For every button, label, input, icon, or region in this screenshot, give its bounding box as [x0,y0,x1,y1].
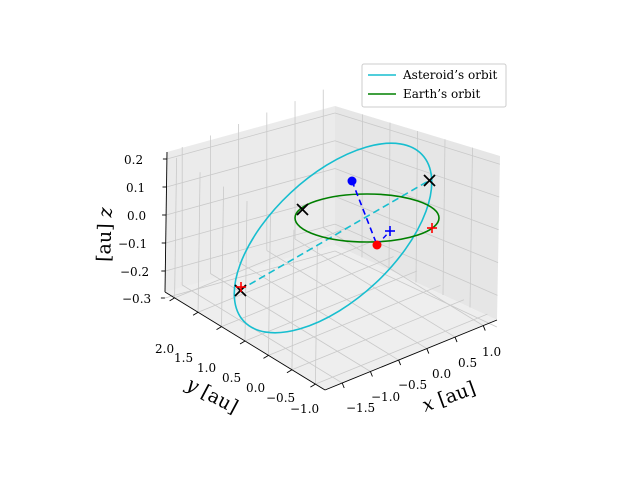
y-tick-label: 0.5 [222,371,241,385]
gridline [181,284,343,384]
y-tick-mark [286,369,293,374]
gridline [315,313,488,385]
gridline [323,227,484,326]
gridline [315,244,318,385]
legend-earth-label: Earth’s orbit [403,87,480,101]
y-tick-label: −0.5 [266,391,295,405]
x-tick-mark [454,336,458,343]
y-tick-label: 1.0 [197,361,216,375]
x-tick-label: 1.0 [482,345,501,359]
y-tick-label: 1.5 [174,351,193,365]
node-marker [296,203,309,216]
x-ticks: −1.5 −1.0 −0.5 0.0 0.5 1.0 [346,345,501,415]
x-tick-label: −1.0 [371,390,400,404]
x-tick-mark [398,359,402,366]
gridline [388,122,391,271]
node-marker [423,174,436,187]
x-axis-var: x [419,392,437,416]
z-tick-label: −0.2 [120,265,149,279]
z-tick-label: −0.1 [118,237,147,251]
y-axis-unit: [au] [197,381,241,418]
y-tick-mark [192,311,199,316]
asteroid-node-line [239,179,431,291]
x-tick-label: 0.5 [458,356,477,370]
gridline [166,112,336,160]
z-tick-label: 0.2 [124,153,143,167]
separation-line [351,180,378,246]
earth-orbit [294,193,440,243]
z-tick-label: −0.3 [122,292,151,306]
x-tick-mark [426,348,430,354]
y-tick-label: 2.0 [155,342,174,356]
x-axis-unit: [au] [435,377,479,411]
gridline [197,241,371,313]
gridline [244,270,418,342]
asteroid-position-dot [347,176,357,186]
earth-position-dot [372,240,382,250]
gridline [244,200,248,342]
y-tick-label: 0.0 [246,381,265,395]
gridline [174,157,177,298]
gridline [174,227,347,299]
z-axis-unit: [au] [93,223,116,262]
z-axis-label: [au] z [93,206,117,262]
y-axis-var: y [182,373,203,398]
right-pane [335,106,500,320]
y-tick-mark [263,354,269,359]
x-tick-mark [369,371,373,377]
gridline [294,238,456,338]
x-tick-label: −1.5 [346,401,375,415]
x-tick-mark [482,325,486,331]
y-ticks: 2.0 1.5 1.0 0.5 0.0 −0.5 −1.0 [155,342,319,416]
gridline [238,261,399,361]
projection-marker [236,282,246,292]
gridline [334,250,498,328]
gridline [469,147,473,308]
asteroid-orbit [233,142,433,334]
z-tick-label: 0.0 [127,209,146,223]
gridline [221,186,224,327]
gridline [268,285,441,356]
z-ticks: 0.2 0.1 0.0 −0.1 −0.2 −0.3 [118,153,151,306]
gridline [291,229,295,370]
gridline [221,256,394,327]
z-tick-label: 0.1 [126,181,145,195]
gridline [415,130,418,283]
legend-asteroid-label: Asteroid’s orbit [402,68,497,82]
gridline [165,168,336,216]
svg-text:[au] z: [au] z [93,206,117,262]
gridline [197,172,201,313]
legend-box [361,63,507,108]
y-tick-label: −1.0 [290,402,319,416]
gridline [442,139,446,296]
y-tick-mark [169,297,175,302]
gridline [291,299,465,371]
gridline [210,273,371,372]
gridline [266,250,428,349]
y-tick-mark [239,340,246,345]
gridline [166,140,336,188]
y-tick-mark [310,383,316,388]
x-axis-label: x [au] [419,377,478,417]
legend: Asteroid’s orbit Earth’s orbit [361,63,507,108]
y-tick-mark [216,326,222,331]
gridline [361,114,363,258]
x-tick-mark [341,382,345,389]
x-tick-label: −0.5 [398,378,427,392]
z-axis-var: z [95,206,117,219]
tick-marks [160,158,486,389]
x-tick-label: 0.0 [432,367,451,381]
svg-text:x [au]: x [au] [419,377,478,417]
projection-marker [427,223,437,233]
projection-marker [385,226,395,236]
